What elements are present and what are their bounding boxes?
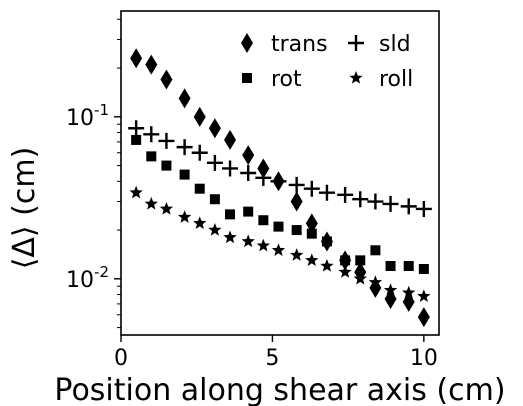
legend-marker-rot — [242, 73, 252, 83]
roll-point — [320, 258, 334, 272]
roll-point — [271, 243, 286, 256]
rot-point — [340, 255, 351, 266]
series-rot — [131, 134, 429, 274]
legend: trans sld rot roll — [241, 32, 413, 92]
sld-point — [337, 186, 354, 203]
trans-point — [224, 129, 237, 150]
rot-point — [355, 255, 366, 266]
rot-point — [385, 260, 396, 271]
roll-point — [305, 253, 319, 267]
roll-point — [208, 223, 222, 236]
roll-point — [159, 201, 174, 215]
roll-point — [177, 210, 192, 223]
rot-point — [131, 134, 142, 145]
sld-point — [415, 200, 432, 217]
trans-point — [417, 307, 430, 328]
rot-point — [209, 194, 220, 205]
y-axis-label: ⟨Δ⟩ (cm) — [7, 147, 42, 270]
rot-point — [273, 221, 284, 232]
roll-point — [402, 285, 416, 299]
trans-point — [193, 106, 206, 127]
sld-point — [240, 165, 257, 181]
trans-point — [130, 48, 143, 69]
rot-point — [291, 225, 302, 236]
sld-point — [382, 195, 399, 212]
sld-point — [158, 132, 175, 149]
rot-point — [306, 228, 317, 239]
roll-point — [353, 271, 367, 285]
plot-axes: 0 5 10 10-1 10-2 — [66, 10, 440, 371]
x-tick-label: 0 — [114, 346, 128, 371]
sld-point — [400, 198, 417, 215]
trans-point — [257, 158, 270, 179]
sld-point — [288, 176, 305, 193]
rot-point — [418, 263, 429, 274]
trans-point — [208, 118, 221, 139]
series-roll — [129, 185, 431, 302]
roll-point — [383, 283, 398, 296]
sld-point — [367, 193, 384, 210]
sld-point — [128, 120, 145, 137]
sld-point — [270, 173, 287, 190]
rot-point — [243, 206, 254, 217]
sld-point — [352, 191, 369, 208]
sld-point — [222, 160, 239, 177]
series-sld — [128, 120, 432, 217]
legend-marker-roll — [349, 71, 363, 84]
legend-label-roll: roll — [379, 67, 413, 92]
rot-point — [403, 260, 414, 271]
sld-point — [303, 180, 320, 197]
sld-point — [318, 184, 335, 201]
sld-point — [143, 126, 160, 143]
legend-marker-trans — [241, 33, 253, 53]
roll-point — [193, 216, 207, 230]
legend-label-sld: sld — [379, 32, 411, 57]
roll-point — [223, 230, 237, 244]
legend-label-trans: trans — [271, 32, 328, 57]
trans-point — [242, 145, 255, 166]
trans-point — [145, 54, 158, 75]
rot-point — [258, 215, 269, 226]
trans-point — [160, 69, 173, 90]
roll-point — [417, 289, 431, 302]
roll-point — [129, 185, 143, 199]
plot-marks — [128, 48, 432, 328]
trans-point — [178, 88, 191, 109]
x-axis-label: Position along shear axis (cm) — [54, 373, 505, 406]
sld-point — [191, 144, 208, 161]
sld-point — [176, 139, 193, 156]
x-tick-label: 10 — [410, 346, 438, 371]
roll-point — [256, 238, 270, 252]
rot-point — [225, 209, 236, 220]
x-tick-label: 5 — [265, 346, 279, 371]
rot-point — [161, 160, 172, 171]
roll-point — [338, 265, 352, 278]
rot-point — [370, 245, 381, 256]
roll-point — [368, 275, 383, 289]
trans-point — [305, 213, 318, 234]
y-tick-label: 10-2 — [66, 263, 109, 293]
sld-point — [255, 169, 272, 186]
sld-point — [206, 154, 223, 171]
legend-label-rot: rot — [271, 67, 302, 92]
rot-point — [179, 169, 190, 180]
legend-marker-sld — [348, 35, 364, 51]
rot-point — [194, 183, 205, 194]
plot-frame — [120, 10, 440, 336]
y-tick-label: 10-1 — [66, 101, 109, 131]
rot-point — [146, 151, 157, 162]
trans-point — [290, 191, 303, 212]
roll-point — [144, 196, 158, 210]
rot-point — [321, 236, 332, 247]
roll-point — [290, 248, 304, 261]
roll-point — [241, 234, 255, 248]
